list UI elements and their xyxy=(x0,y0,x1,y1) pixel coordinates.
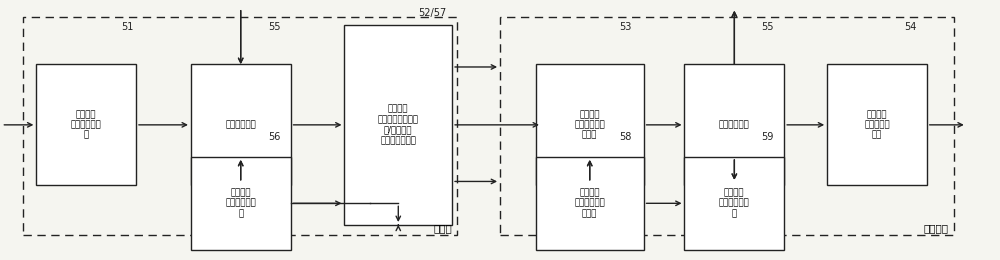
Bar xyxy=(344,24,452,225)
Bar xyxy=(684,157,784,250)
Text: 第二前减
前流量控制模
块后端: 第二前减 前流量控制模 块后端 xyxy=(574,110,605,140)
Bar xyxy=(536,64,644,185)
Text: 56: 56 xyxy=(269,132,281,142)
Text: 51: 51 xyxy=(121,22,133,32)
Text: 第二前减
后流量控制模
块前端: 第二前减 后流量控制模 块前端 xyxy=(574,188,605,218)
Text: 第一前减
前流量控制模块后
端/第一前减
后流控模块后端: 第一前减 前流量控制模块后 端/第一前减 后流控模块后端 xyxy=(378,105,419,145)
Text: 54: 54 xyxy=(904,22,916,32)
Text: 55: 55 xyxy=(761,22,774,32)
Text: 59: 59 xyxy=(761,132,774,142)
Text: 解压缩端: 解压缩端 xyxy=(924,223,949,233)
Text: 流量优化设备: 流量优化设备 xyxy=(719,120,750,129)
Bar xyxy=(684,64,784,185)
Bar xyxy=(191,157,291,250)
Text: 52/57: 52/57 xyxy=(418,8,446,18)
Text: 55: 55 xyxy=(269,22,281,32)
Bar xyxy=(23,17,457,236)
Text: 第一前减
后流控模块前
端: 第一前减 后流控模块前 端 xyxy=(225,188,256,218)
Bar xyxy=(827,64,927,185)
Text: 压缩端: 压缩端 xyxy=(433,223,452,233)
Bar xyxy=(191,64,291,185)
Text: 第二前减
前流控模块
前端: 第二前减 前流控模块 前端 xyxy=(864,110,890,140)
Bar xyxy=(536,157,644,250)
Text: 53: 53 xyxy=(620,22,632,32)
Text: 第一前减
前流控模块前
端: 第一前减 前流控模块前 端 xyxy=(71,110,102,140)
Text: 第二前减
后流控模块后
端: 第二前减 后流控模块后 端 xyxy=(719,188,750,218)
Bar xyxy=(36,64,136,185)
Text: 58: 58 xyxy=(620,132,632,142)
Bar xyxy=(500,17,954,236)
Text: 流量优化设备: 流量优化设备 xyxy=(225,120,256,129)
